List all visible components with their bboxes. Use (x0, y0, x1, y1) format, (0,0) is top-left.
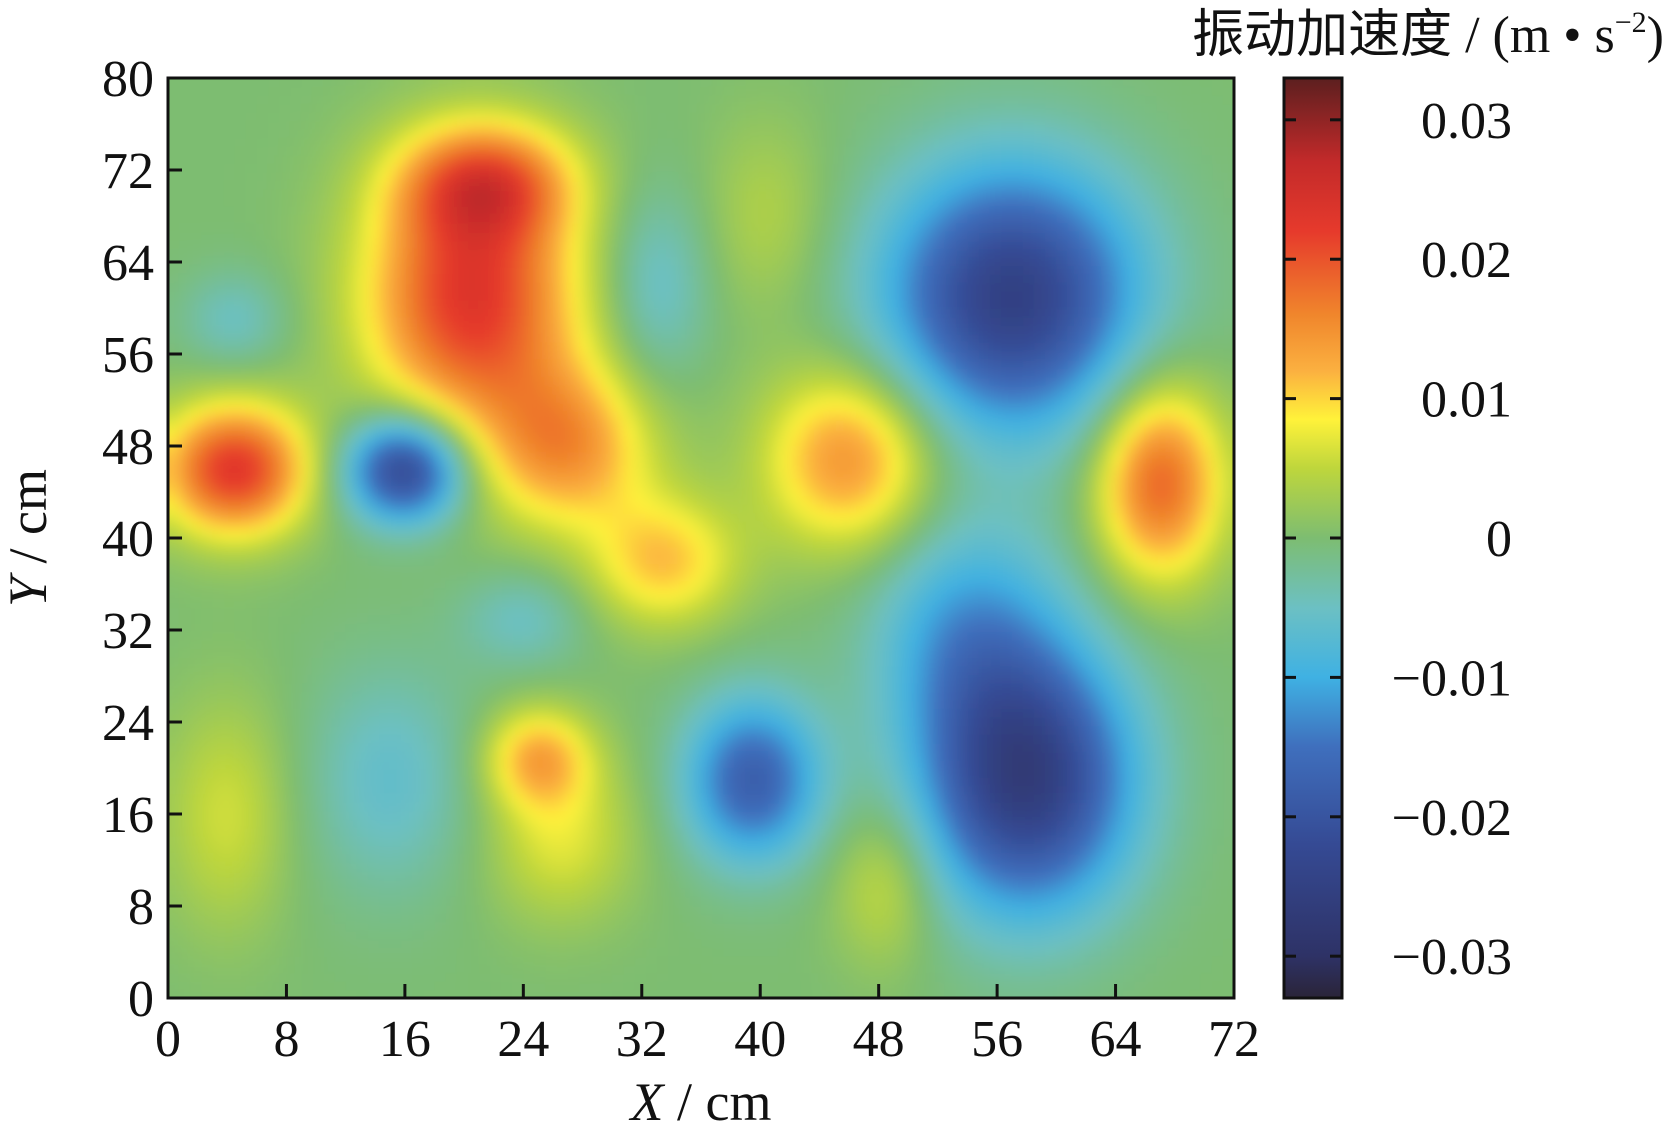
x-tick-label: 32 (616, 1011, 668, 1068)
y-tick-label: 24 (102, 695, 154, 752)
heatmap-surface (168, 78, 1234, 998)
colorbar-tick-label: −0.01 (1392, 650, 1512, 707)
y-tick-label: 72 (102, 143, 154, 200)
x-tick-label: 0 (155, 1011, 181, 1068)
colorbar-axis: 0.03 0.02 0.01 0 −0.01 −0.02 −0.03 (1284, 93, 1512, 986)
colorbar-tick-label: 0.03 (1421, 93, 1512, 150)
x-tick-label: 64 (1090, 1011, 1142, 1068)
y-tick-label: 48 (102, 419, 154, 476)
x-tick-label: 24 (497, 1011, 549, 1068)
y-tick-label: 16 (102, 787, 154, 844)
x-tick-label: 72 (1208, 1011, 1260, 1068)
colorbar-tick-label: −0.03 (1392, 929, 1512, 986)
y-tick-label: 40 (102, 511, 154, 568)
colorbar-tick-label: 0 (1486, 511, 1512, 568)
y-tick-label: 56 (102, 327, 154, 384)
x-axis: 0 8 16 24 32 40 48 56 64 72 (155, 984, 1260, 1068)
colorbar-tick-label: −0.02 (1392, 790, 1512, 847)
x-axis-title: X / cm (629, 1072, 772, 1129)
y-tick-label: 64 (102, 235, 154, 292)
x-tick-label: 48 (853, 1011, 905, 1068)
x-tick-label: 40 (734, 1011, 786, 1068)
y-tick-label: 8 (128, 879, 154, 936)
x-tick-label: 56 (971, 1011, 1023, 1068)
y-axis: 0 8 16 24 32 40 48 56 64 72 80 (102, 51, 182, 1028)
y-axis-title: Y / cm (0, 469, 58, 607)
colorbar-title: 振动加速度 / (m • s−2) (1192, 6, 1664, 64)
y-tick-label: 80 (102, 51, 154, 108)
y-tick-label: 0 (128, 971, 154, 1028)
x-tick-label: 16 (379, 1011, 431, 1068)
colorbar-tick-label: 0.01 (1421, 372, 1512, 429)
colorbar-tick-label: 0.02 (1421, 232, 1512, 289)
x-tick-label: 8 (273, 1011, 299, 1068)
y-tick-label: 32 (102, 603, 154, 660)
